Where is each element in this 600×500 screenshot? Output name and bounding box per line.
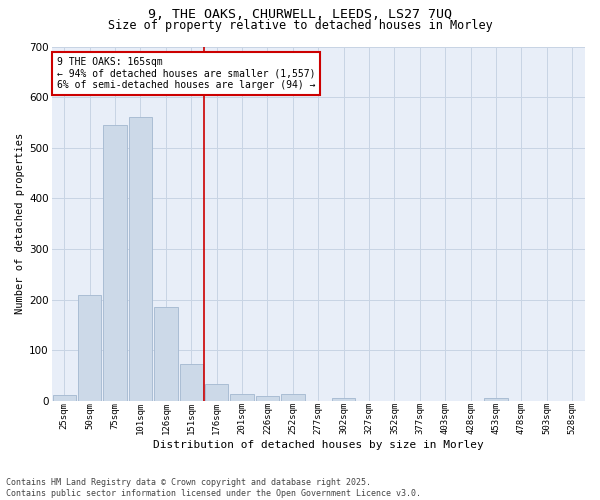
Bar <box>281 394 305 401</box>
Bar <box>103 125 127 401</box>
Bar <box>154 307 178 401</box>
Bar <box>205 384 229 401</box>
Text: 9 THE OAKS: 165sqm
← 94% of detached houses are smaller (1,557)
6% of semi-detac: 9 THE OAKS: 165sqm ← 94% of detached hou… <box>57 57 316 90</box>
X-axis label: Distribution of detached houses by size in Morley: Distribution of detached houses by size … <box>153 440 484 450</box>
Bar <box>256 396 279 401</box>
Bar <box>230 394 254 401</box>
Bar <box>332 398 355 401</box>
Text: 9, THE OAKS, CHURWELL, LEEDS, LS27 7UQ: 9, THE OAKS, CHURWELL, LEEDS, LS27 7UQ <box>148 8 452 20</box>
Bar <box>129 118 152 401</box>
Text: Contains HM Land Registry data © Crown copyright and database right 2025.
Contai: Contains HM Land Registry data © Crown c… <box>6 478 421 498</box>
Bar <box>484 398 508 401</box>
Bar <box>53 394 76 401</box>
Y-axis label: Number of detached properties: Number of detached properties <box>15 133 25 314</box>
Bar <box>78 294 101 401</box>
Text: Size of property relative to detached houses in Morley: Size of property relative to detached ho… <box>107 19 493 32</box>
Bar <box>179 364 203 401</box>
